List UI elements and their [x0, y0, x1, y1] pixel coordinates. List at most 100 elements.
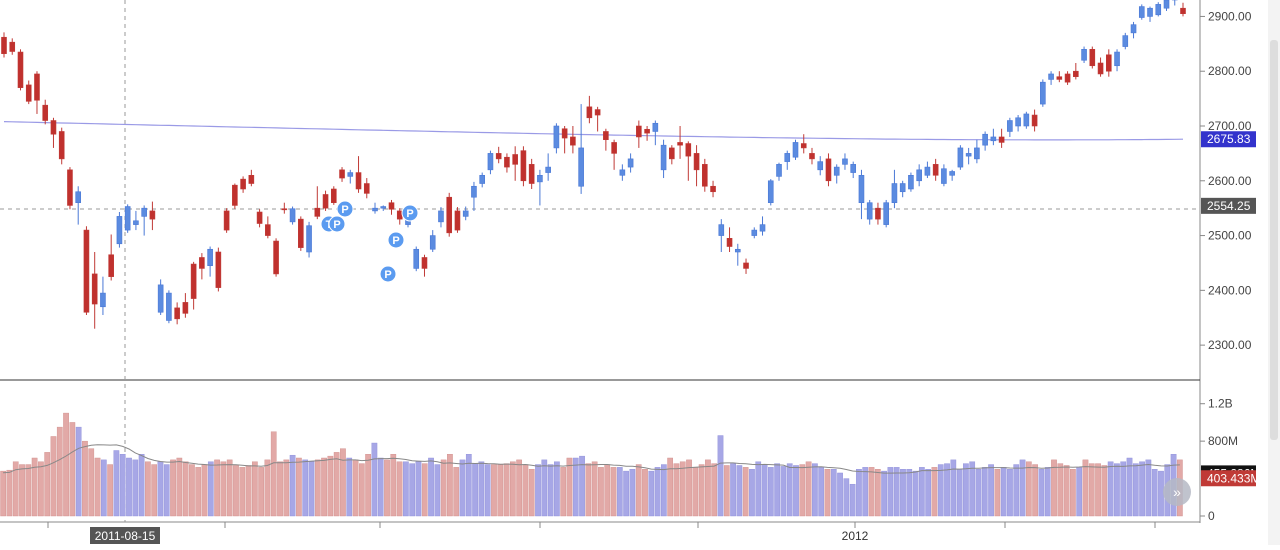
volume-bar: [415, 461, 422, 517]
event-marker-label: P: [341, 204, 348, 216]
candle-body: [652, 122, 659, 132]
volume-bar: [862, 467, 869, 517]
volume-bar: [1057, 463, 1064, 517]
volume-bar: [654, 467, 661, 517]
candle: [133, 210, 139, 231]
volume-bar: [358, 463, 365, 517]
volume-bar: [390, 454, 397, 517]
candle-body: [215, 251, 222, 288]
volume-bar: [837, 472, 843, 517]
candle: [1105, 49, 1112, 77]
volume-bar: [384, 459, 390, 517]
candle: [809, 147, 815, 165]
volume-bar: [1139, 461, 1145, 517]
event-marker-circle: [401, 204, 419, 222]
volume-bar: [277, 461, 283, 517]
volume-ma-line: [3, 444, 1180, 474]
event-marker[interactable]: P: [387, 231, 405, 249]
candle-body: [965, 153, 972, 157]
volume-bar: [692, 467, 699, 517]
scroll-to-latest-button[interactable]: »: [1163, 478, 1191, 506]
candle: [1180, 2, 1186, 17]
candle-body: [528, 164, 535, 184]
candle-body: [17, 51, 24, 88]
candle-body: [842, 158, 848, 165]
candle-body: [1081, 49, 1087, 61]
event-marker[interactable]: P: [379, 265, 397, 283]
volume-moving-average: [3, 444, 1180, 474]
candle: [67, 167, 73, 210]
candle: [289, 206, 296, 225]
scrollbar-thumb[interactable]: [1270, 40, 1278, 440]
volume-bar: [1151, 469, 1158, 517]
candle: [322, 190, 329, 211]
event-marker[interactable]: P: [401, 204, 419, 222]
candle: [256, 209, 263, 228]
candle-body: [347, 172, 354, 177]
candle-body: [1031, 114, 1038, 127]
candle-body: [949, 171, 955, 176]
candle: [100, 276, 106, 315]
candle-body: [800, 143, 807, 149]
candle: [545, 153, 551, 181]
volume-bar: [818, 467, 825, 517]
candle-body: [1040, 81, 1046, 105]
candle: [182, 293, 189, 318]
volume-bar: [1007, 469, 1013, 517]
volume-bar: [1082, 459, 1089, 517]
volume-bar: [182, 461, 189, 517]
candle-body: [380, 206, 387, 209]
candle-body: [512, 154, 518, 165]
candle-body: [67, 169, 73, 206]
candle-body: [487, 153, 494, 171]
candle-body: [248, 175, 255, 184]
volume-bar: [258, 467, 264, 517]
volume-bar: [270, 431, 277, 517]
candle-body: [199, 257, 205, 269]
candle-body: [116, 216, 123, 245]
scroll-button-bg[interactable]: [1163, 478, 1191, 506]
volume-bar: [447, 454, 453, 517]
volume-bar: [604, 464, 611, 517]
candle: [734, 243, 741, 266]
candle-body: [240, 178, 246, 190]
candle-body: [916, 169, 922, 182]
event-marker-label: P: [384, 269, 391, 281]
event-markers[interactable]: TPPPPP: [320, 200, 419, 283]
event-marker[interactable]: P: [328, 215, 346, 233]
volume-bar: [554, 461, 560, 517]
candle: [199, 253, 205, 280]
candle-body: [743, 262, 749, 269]
volume-bar: [849, 483, 856, 517]
candle: [627, 153, 634, 173]
volume-bar: [1013, 464, 1020, 517]
candle: [644, 126, 650, 141]
volume-bar: [944, 463, 950, 517]
candle: [1, 32, 7, 58]
volume-bar: [1114, 463, 1120, 517]
volume-tick-label: 1.2B: [1208, 397, 1233, 411]
volume-bar: [711, 463, 718, 517]
candle: [273, 238, 279, 277]
volume-bar: [327, 455, 334, 517]
candle-body: [306, 225, 312, 253]
candle: [982, 131, 988, 151]
candle: [603, 128, 609, 151]
volume-bar: [1076, 467, 1083, 517]
candle-body: [578, 147, 584, 187]
volume-bar: [786, 463, 793, 517]
volume-bar: [478, 461, 485, 517]
volume-bar: [289, 454, 296, 517]
candle-body: [1130, 24, 1137, 34]
candle-body: [1048, 73, 1054, 80]
candle-body: [784, 153, 791, 162]
volume-bar: [44, 452, 51, 517]
event-marker[interactable]: P: [336, 200, 354, 218]
volume-bar: [799, 464, 806, 517]
volume-bar: [667, 457, 674, 517]
volume-bar: [755, 461, 762, 517]
candle: [314, 186, 321, 220]
candle: [1023, 111, 1030, 129]
